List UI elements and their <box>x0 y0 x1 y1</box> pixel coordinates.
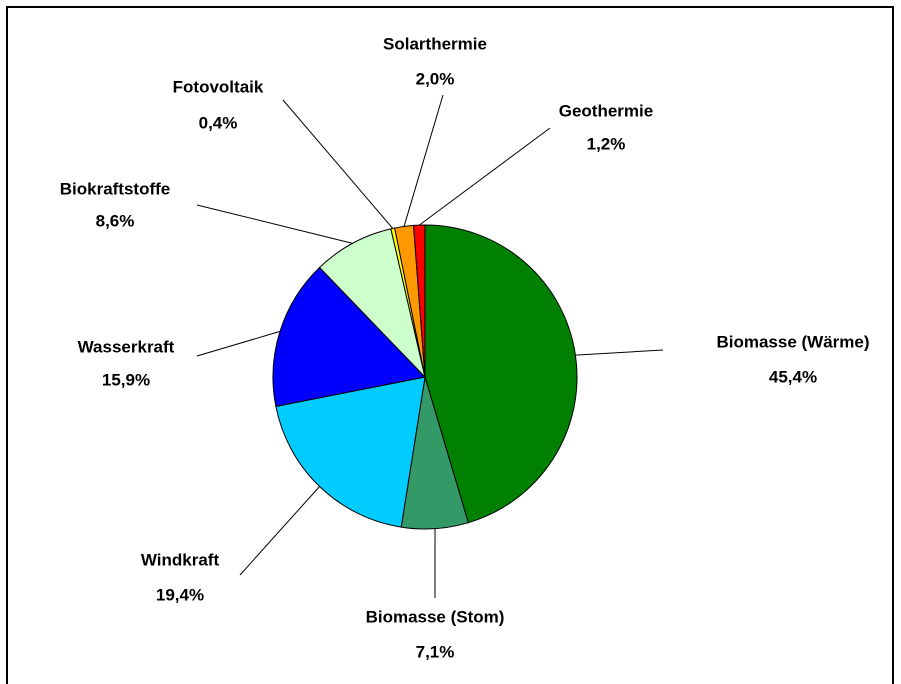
pie-slice <box>272 266 426 408</box>
value-label: 1,2% <box>587 134 626 153</box>
value-label: 2,0% <box>416 69 455 88</box>
slice-label: Biomasse (Wärme) <box>716 332 869 351</box>
value-label: 7,1% <box>416 642 455 661</box>
leader-line <box>418 127 551 226</box>
leader-line <box>575 349 664 356</box>
value-label: 45,4% <box>769 367 817 386</box>
slice-label: Biokraftstoffe <box>60 179 171 198</box>
slice-label: Wasserkraft <box>78 337 175 356</box>
slice-label: Windkraft <box>141 550 220 569</box>
slice-label: Solarthermie <box>383 34 487 53</box>
pie-slice <box>275 376 426 528</box>
slice-label: Biomasse (Stom) <box>366 607 505 626</box>
frame <box>6 6 894 684</box>
leader-line <box>282 99 394 229</box>
leader-line <box>403 94 444 227</box>
pie-slice <box>413 224 426 378</box>
leader-line <box>239 486 320 576</box>
leader-line <box>196 204 353 244</box>
value-label: 0,4% <box>199 113 238 132</box>
slice-label: Geothermie <box>559 101 653 120</box>
value-label: 8,6% <box>96 211 135 230</box>
value-label: 15,9% <box>102 370 150 389</box>
value-label: 19,4% <box>156 585 204 604</box>
slice-label: Fotovoltaik <box>173 77 264 96</box>
leader-line <box>196 330 281 357</box>
pie-slice <box>424 224 578 524</box>
